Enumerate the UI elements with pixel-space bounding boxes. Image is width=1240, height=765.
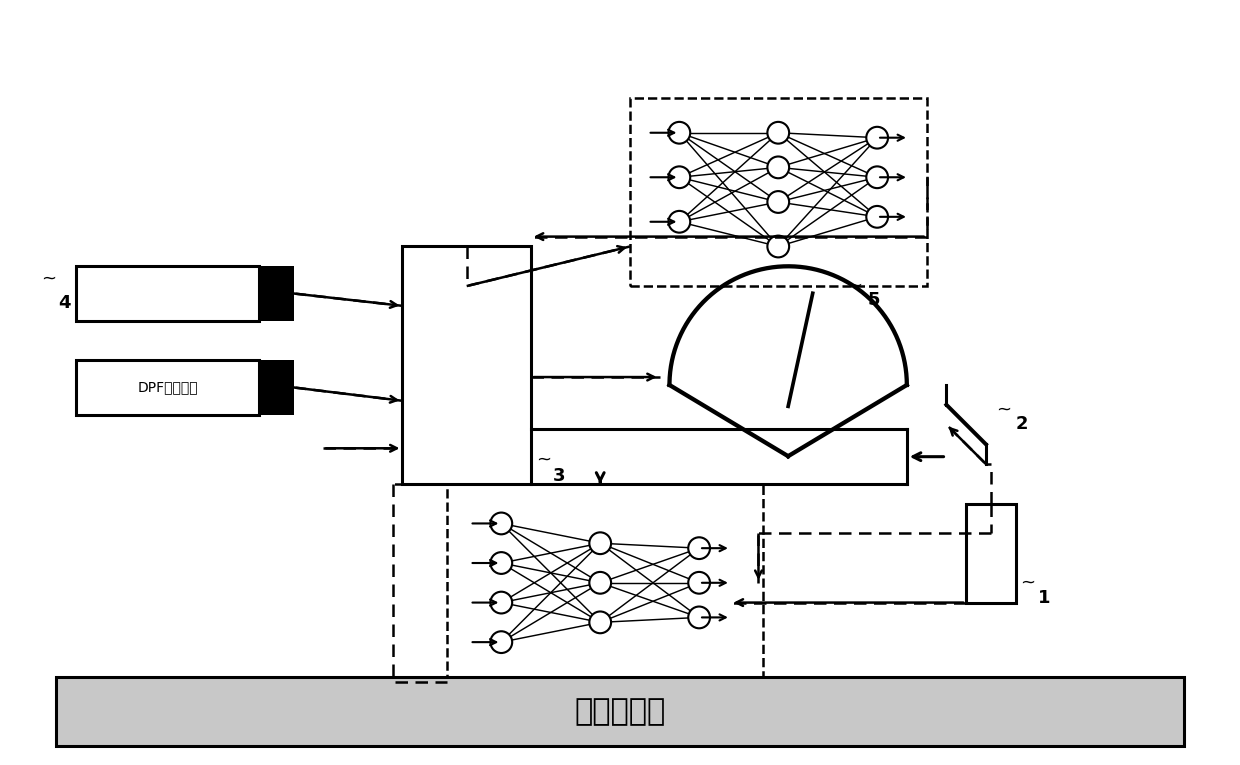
Text: 5: 5 [867,291,879,309]
Bar [76,266,259,321]
Circle shape [491,591,512,614]
Text: 4: 4 [58,295,71,312]
Bar [966,503,1016,603]
Text: 发动机机油: 发动机机油 [574,697,666,726]
Circle shape [768,191,789,213]
Circle shape [589,532,611,554]
Circle shape [867,166,888,188]
Circle shape [589,611,611,633]
Bar [259,266,294,321]
Circle shape [491,552,512,574]
Circle shape [589,572,611,594]
Circle shape [688,607,711,628]
Circle shape [668,166,691,188]
Circle shape [491,513,512,534]
Bar [630,98,926,286]
Text: DPF再生次数: DPF再生次数 [138,380,198,395]
Circle shape [768,236,789,257]
Bar [56,677,1184,746]
Bar [446,484,764,682]
Text: ~: ~ [996,401,1011,418]
Circle shape [668,122,691,144]
Circle shape [867,206,888,228]
Text: 3: 3 [553,467,565,485]
Circle shape [491,631,512,653]
Text: ~: ~ [41,269,57,288]
Circle shape [688,537,711,559]
Circle shape [867,127,888,148]
Circle shape [688,572,711,594]
Bar [403,246,531,484]
Bar [259,360,294,415]
Text: 1: 1 [1038,588,1050,607]
Circle shape [668,211,691,233]
Text: ~: ~ [1021,574,1035,592]
Text: ~: ~ [847,276,863,294]
Text: ~: ~ [536,450,551,468]
Text: 2: 2 [1016,415,1028,434]
Circle shape [768,157,789,178]
Bar [76,360,259,415]
Circle shape [768,122,789,144]
